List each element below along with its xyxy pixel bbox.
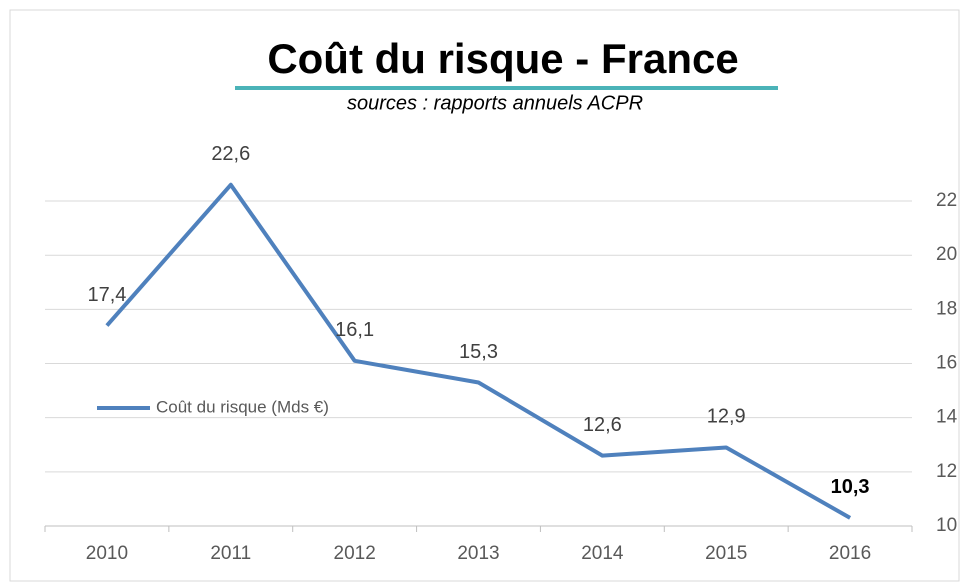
y-tick-label: 16 [936,353,957,374]
chart-title: Coût du risque - France [267,35,738,82]
data-label: 12,9 [707,406,746,428]
line-series [105,182,852,520]
chart-subtitle: sources : rapports annuels ACPR [347,92,643,114]
y-tick-label: 22 [936,190,957,211]
chart-border [9,9,960,582]
y-tick-label: 20 [936,244,957,265]
x-tick-label: 2012 [334,543,376,564]
x-tick-label: 2014 [581,543,624,564]
data-label: 22,6 [211,143,250,165]
x-tick-label: 2016 [829,543,871,564]
x-tick-label: 2013 [457,543,499,564]
x-tick-label: 2015 [705,543,747,564]
y-tick-label: 18 [936,298,957,319]
data-label: 17,4 [87,284,126,306]
y-tick-label: 12 [936,461,957,482]
x-tick-label: 2011 [210,543,251,564]
data-label: 12,6 [583,414,622,436]
data-label: 16,1 [335,319,374,341]
y-tick-label: 10 [936,515,957,536]
y-tick-label: 14 [936,407,958,428]
data-label: 10,3 [831,476,870,498]
x-tick-label: 2010 [86,543,128,564]
legend-label: Coût du risque (Mds €) [156,397,329,416]
data-label: 15,3 [459,341,498,363]
